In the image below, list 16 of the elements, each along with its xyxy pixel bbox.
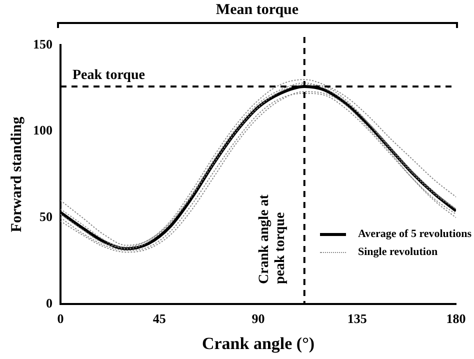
y-tick-label: 150 bbox=[33, 36, 52, 52]
y-tick-label: 50 bbox=[40, 209, 52, 224]
x-tick-label: 135 bbox=[347, 311, 368, 326]
ref-line-label: Peak torque bbox=[72, 68, 145, 84]
x-tick-label: 180 bbox=[446, 311, 466, 326]
legend-label: Single revolution bbox=[358, 246, 438, 258]
ref-line-label: Crank angle at peak torque bbox=[257, 194, 288, 284]
x-tick-label: 0 bbox=[57, 311, 64, 326]
y-tick-label: 100 bbox=[33, 122, 52, 138]
y-tick-label: 0 bbox=[46, 295, 52, 310]
x-axis-title: Crank angle (°) bbox=[202, 334, 315, 354]
legend-label: Average of 5 revolutions bbox=[358, 228, 472, 240]
x-tick-label: 90 bbox=[252, 311, 265, 326]
x-tick-label: 45 bbox=[152, 311, 166, 326]
y-axis-title: Forward standing bbox=[8, 116, 25, 232]
text: Mean torque bbox=[216, 2, 299, 19]
